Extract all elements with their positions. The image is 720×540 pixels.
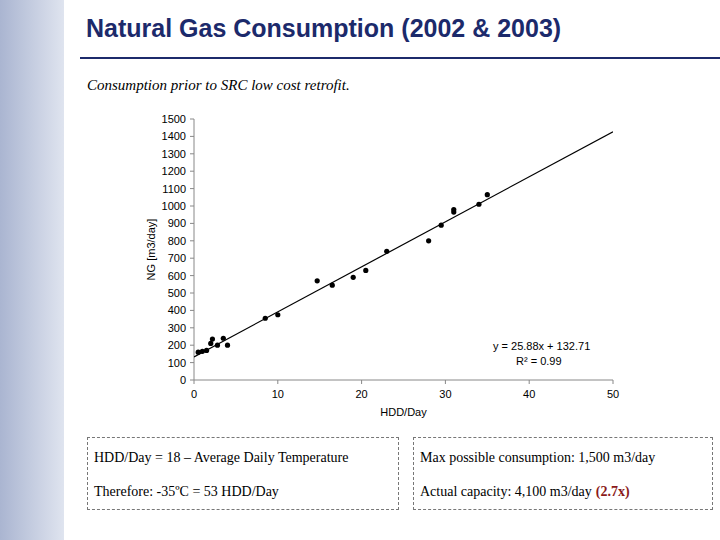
y-tick-label: 1300	[162, 148, 186, 160]
subtitle: Consumption prior to SRC low cost retrof…	[87, 77, 350, 94]
data-point	[451, 209, 456, 214]
data-point	[221, 336, 226, 341]
title: Natural Gas Consumption (2002 & 2003)	[86, 14, 561, 43]
plot-area	[194, 132, 613, 357]
y-tick	[190, 136, 194, 137]
y-tick-label: 1200	[162, 165, 186, 177]
sidebar	[0, 0, 64, 540]
r-squared: R² = 0.99	[516, 355, 562, 367]
data-point	[426, 238, 431, 243]
x-tick-label: 10	[272, 388, 284, 400]
x-tick-label: 50	[607, 388, 619, 400]
data-point	[210, 337, 215, 342]
y-tick	[190, 223, 194, 224]
x-tick	[277, 380, 278, 384]
y-tick	[190, 153, 194, 154]
data-point	[263, 316, 268, 321]
y-tick	[190, 362, 194, 363]
x-tick	[194, 380, 195, 384]
y-tick-label: 700	[168, 252, 186, 264]
x-tick	[361, 380, 362, 384]
x-tick-label: 40	[523, 388, 535, 400]
note-line: Therefore: -35ºC = 53 HDD/Day	[94, 484, 279, 500]
title-rule	[80, 57, 720, 59]
y-tick-label: 900	[168, 217, 186, 229]
y-axis-label: NG [m3/day]	[145, 219, 157, 281]
data-point	[384, 249, 389, 254]
data-point	[476, 202, 481, 207]
x-tick-label: 20	[355, 388, 367, 400]
y-tick-label: 0	[180, 374, 186, 386]
x-tick	[613, 380, 614, 384]
y-tick-label: 800	[168, 235, 186, 247]
chart: 0100200300400500600700800900100011001200…	[0, 0, 720, 540]
y-axis	[194, 119, 195, 380]
x-axis	[194, 380, 613, 381]
data-point	[351, 275, 356, 280]
data-point	[439, 223, 444, 228]
data-point	[225, 343, 230, 348]
y-tick	[190, 188, 194, 189]
y-tick-label: 1500	[162, 113, 186, 125]
y-tick	[190, 171, 194, 172]
note-box: HDD/Day = 18 – Average Daily Temperature…	[87, 437, 399, 510]
slide: Natural Gas Consumption (2002 & 2003) Con…	[0, 0, 720, 540]
data-point	[315, 278, 320, 283]
note-line: Actual capacity: 4,100 m3/day (2.7x)	[420, 484, 630, 500]
equation-box	[488, 336, 600, 370]
y-tick	[190, 119, 194, 120]
data-point	[204, 348, 209, 353]
note-text: Actual capacity: 4,100 m3/day	[420, 484, 592, 499]
y-tick-label: 600	[168, 270, 186, 282]
y-tick-label: 1000	[162, 200, 186, 212]
data-point	[363, 268, 368, 273]
y-tick	[190, 293, 194, 294]
y-tick-label: 1400	[162, 130, 186, 142]
x-tick	[529, 380, 530, 384]
y-tick	[190, 310, 194, 311]
y-tick-label: 1100	[162, 183, 186, 195]
note-box: Max possible consumption: 1,500 m3/day Ac…	[413, 437, 713, 510]
y-tick-label: 400	[168, 304, 186, 316]
y-tick	[190, 258, 194, 259]
y-tick	[190, 380, 194, 381]
y-tick	[190, 275, 194, 276]
equation: y = 25.88x + 132.71	[493, 340, 590, 352]
y-tick-label: 200	[168, 339, 186, 351]
y-tick-label: 500	[168, 287, 186, 299]
data-point	[215, 343, 220, 348]
y-tick-label: 300	[168, 322, 186, 334]
y-tick	[190, 327, 194, 328]
y-tick	[190, 240, 194, 241]
data-point	[485, 192, 490, 197]
trendline	[194, 132, 613, 357]
note-line: HDD/Day = 18 – Average Daily Temperature	[94, 450, 348, 466]
note-line: Max possible consumption: 1,500 m3/day	[420, 450, 655, 466]
data-point	[275, 312, 280, 317]
x-axis-label: HDD/Day	[380, 406, 427, 418]
y-tick	[190, 345, 194, 346]
x-tick	[445, 380, 446, 384]
note-highlight: (2.7x)	[596, 484, 630, 499]
y-tick	[190, 206, 194, 207]
data-point	[330, 283, 335, 288]
y-tick-label: 100	[168, 357, 186, 369]
x-tick-label: 0	[191, 388, 197, 400]
x-tick-label: 30	[439, 388, 451, 400]
